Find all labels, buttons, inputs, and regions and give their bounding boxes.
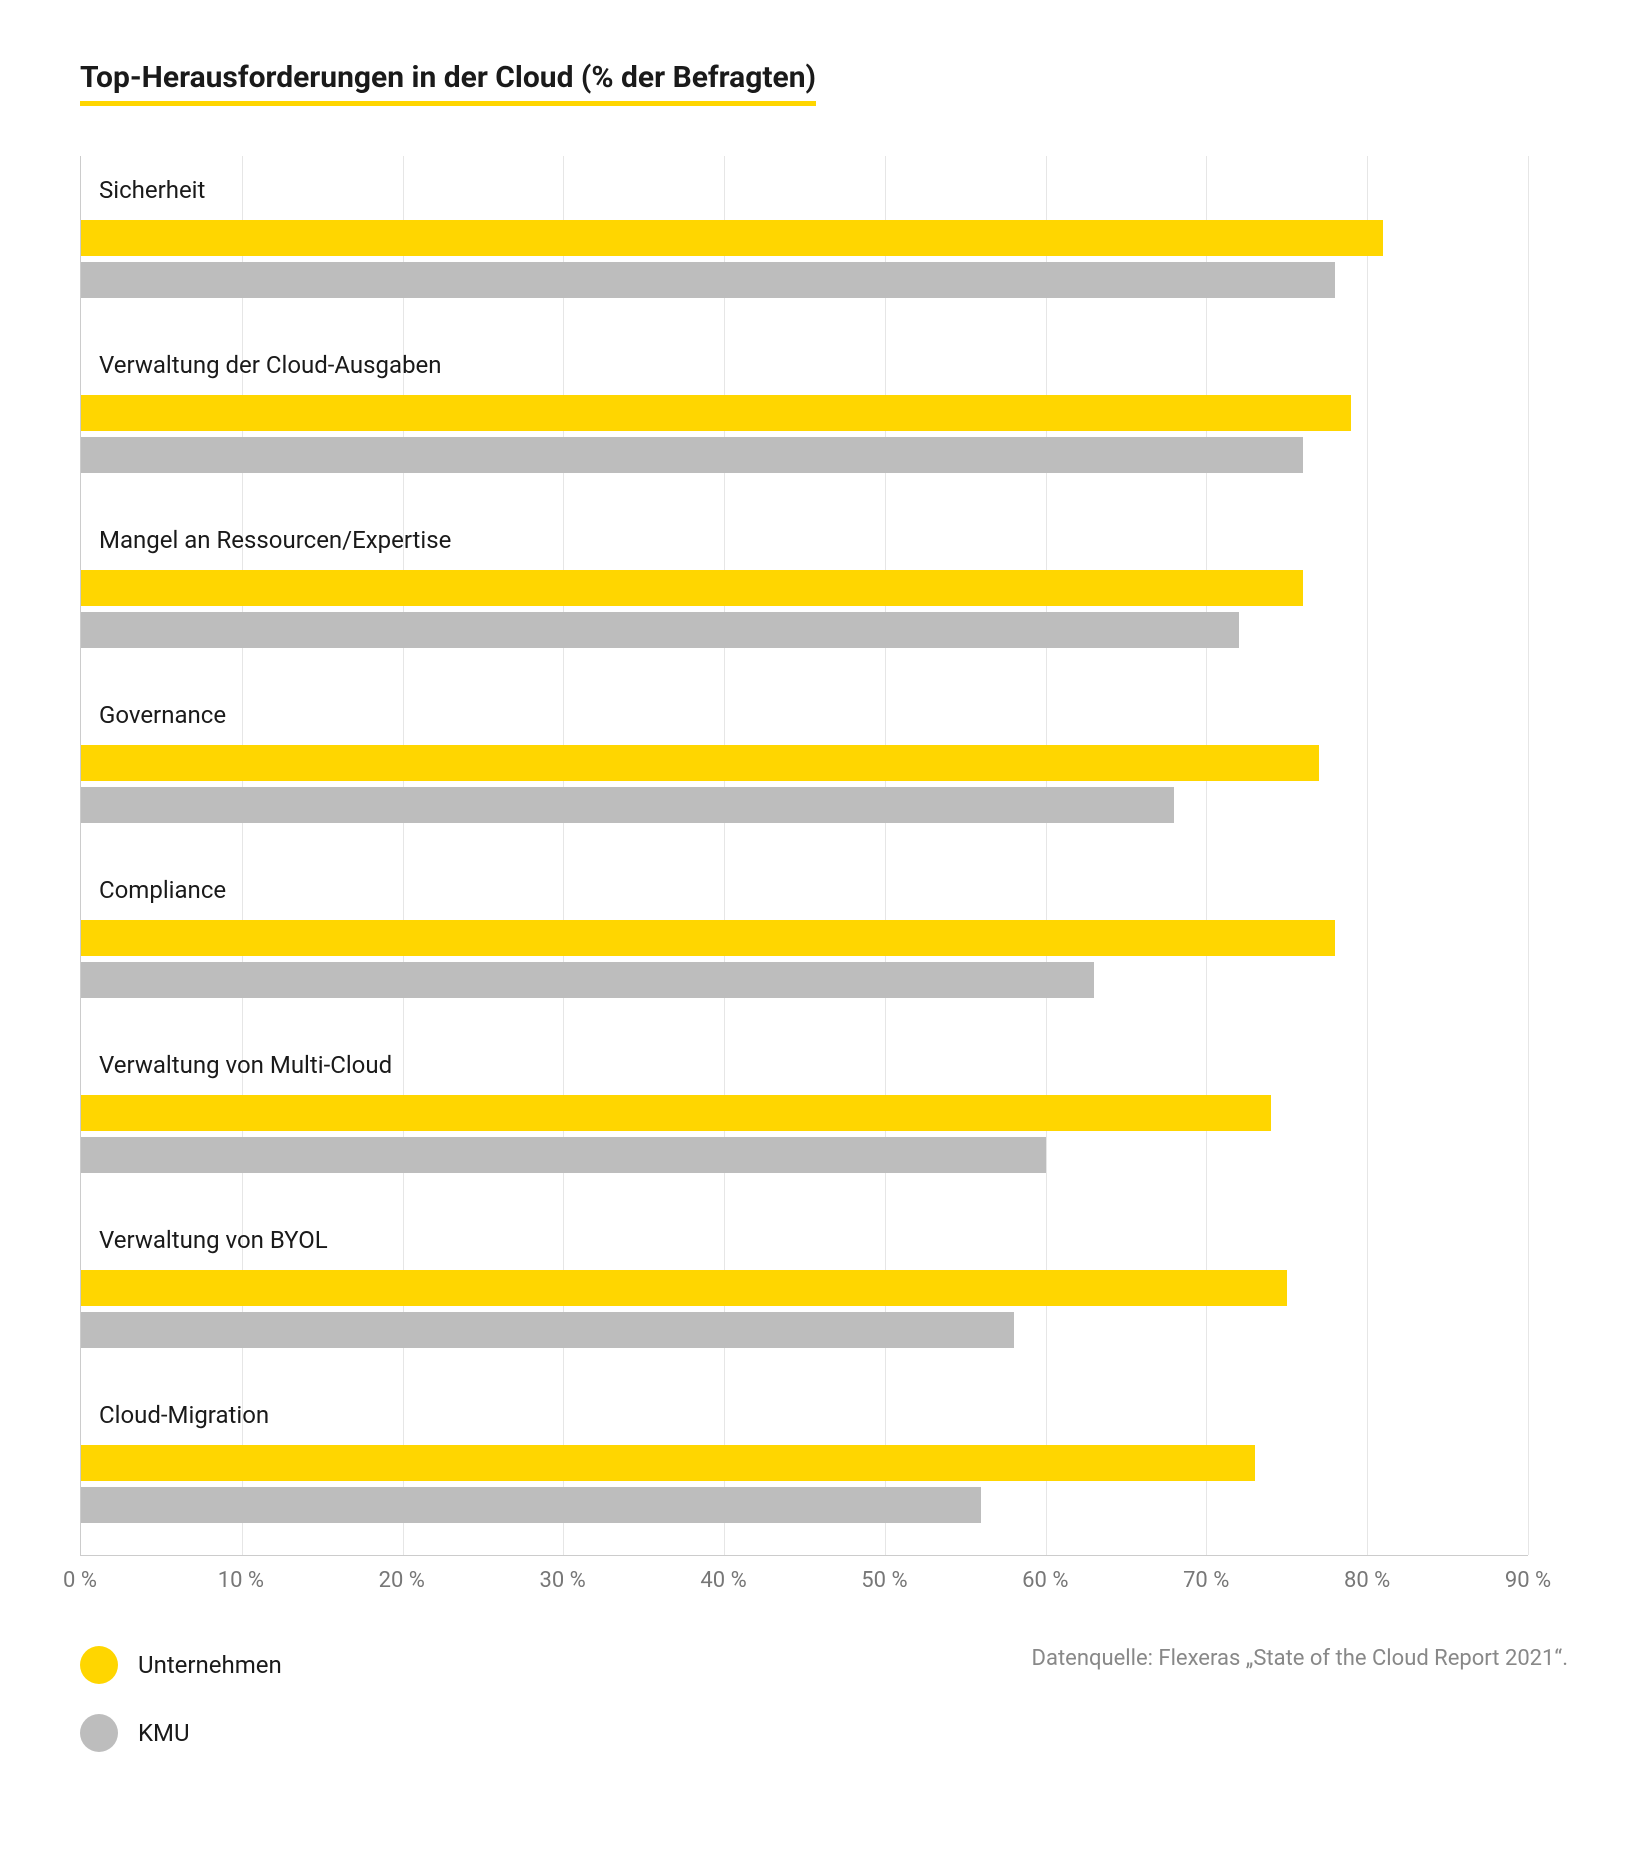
- bar-unternehmen: [81, 920, 1335, 956]
- chart-category: Verwaltung von BYOL: [81, 1226, 1528, 1354]
- chart-category: Governance: [81, 701, 1528, 829]
- bar-unternehmen: [81, 745, 1319, 781]
- x-tick: 20 %: [379, 1568, 425, 1593]
- bar-unternehmen: [81, 1095, 1271, 1131]
- bar-kmu: [81, 787, 1174, 823]
- bar-unternehmen: [81, 1445, 1255, 1481]
- category-label: Cloud-Migration: [81, 1401, 1528, 1429]
- category-label: Sicherheit: [81, 176, 1528, 204]
- gridline: [1528, 156, 1529, 1555]
- bar-unternehmen: [81, 1270, 1287, 1306]
- bar-kmu: [81, 612, 1239, 648]
- chart-category: Sicherheit: [81, 176, 1528, 304]
- category-label: Mangel an Ressourcen/Expertise: [81, 526, 1528, 554]
- legend-label: Unternehmen: [138, 1651, 282, 1679]
- chart-category: Mangel an Ressourcen/Expertise: [81, 526, 1528, 654]
- legend-label: KMU: [138, 1719, 190, 1747]
- chart-legend: Unternehmen KMU: [80, 1646, 282, 1752]
- legend-item-kmu: KMU: [80, 1714, 282, 1752]
- x-tick: 60 %: [1022, 1568, 1068, 1593]
- x-tick: 10 %: [218, 1568, 264, 1593]
- x-tick: 40 %: [700, 1568, 746, 1593]
- bar-kmu: [81, 437, 1303, 473]
- chart-category: Verwaltung der Cloud-Ausgaben: [81, 351, 1528, 479]
- bar-kmu: [81, 1487, 981, 1523]
- bar-kmu: [81, 962, 1094, 998]
- category-label: Verwaltung von Multi-Cloud: [81, 1051, 1528, 1079]
- x-tick: 90 %: [1505, 1568, 1551, 1593]
- x-tick: 80 %: [1344, 1568, 1390, 1593]
- x-tick: 70 %: [1183, 1568, 1229, 1593]
- bar-kmu: [81, 1312, 1014, 1348]
- bar-unternehmen: [81, 570, 1303, 606]
- chart-plot: Sicherheit Verwaltung der Cloud-Ausgaben M…: [80, 156, 1528, 1556]
- legend-item-unternehmen: Unternehmen: [80, 1646, 282, 1684]
- chart-source: Datenquelle: Flexeras „State of the Clou…: [1032, 1646, 1568, 1671]
- chart-category: Verwaltung von Multi-Cloud: [81, 1051, 1528, 1179]
- legend-swatch-icon: [80, 1646, 118, 1684]
- bar-unternehmen: [81, 220, 1383, 256]
- category-label: Governance: [81, 701, 1528, 729]
- legend-swatch-icon: [80, 1714, 118, 1752]
- chart-footer: Unternehmen KMU Datenquelle: Flexeras „St…: [80, 1646, 1568, 1752]
- category-label: Compliance: [81, 876, 1528, 904]
- chart-title: Top-Herausforderungen in der Cloud (% de…: [80, 60, 816, 106]
- bar-kmu: [81, 1137, 1046, 1173]
- bar-unternehmen: [81, 395, 1351, 431]
- category-label: Verwaltung der Cloud-Ausgaben: [81, 351, 1528, 379]
- category-label: Verwaltung von BYOL: [81, 1226, 1528, 1254]
- bar-kmu: [81, 262, 1335, 298]
- chart-category: Cloud-Migration: [81, 1401, 1528, 1529]
- x-axis: 0 %10 %20 %30 %40 %50 %60 %70 %80 %90 %: [80, 1556, 1528, 1596]
- x-tick: 30 %: [540, 1568, 586, 1593]
- chart-area: Sicherheit Verwaltung der Cloud-Ausgaben M…: [80, 156, 1528, 1556]
- x-tick: 50 %: [861, 1568, 907, 1593]
- x-tick: 0 %: [63, 1568, 97, 1593]
- chart-category: Compliance: [81, 876, 1528, 1004]
